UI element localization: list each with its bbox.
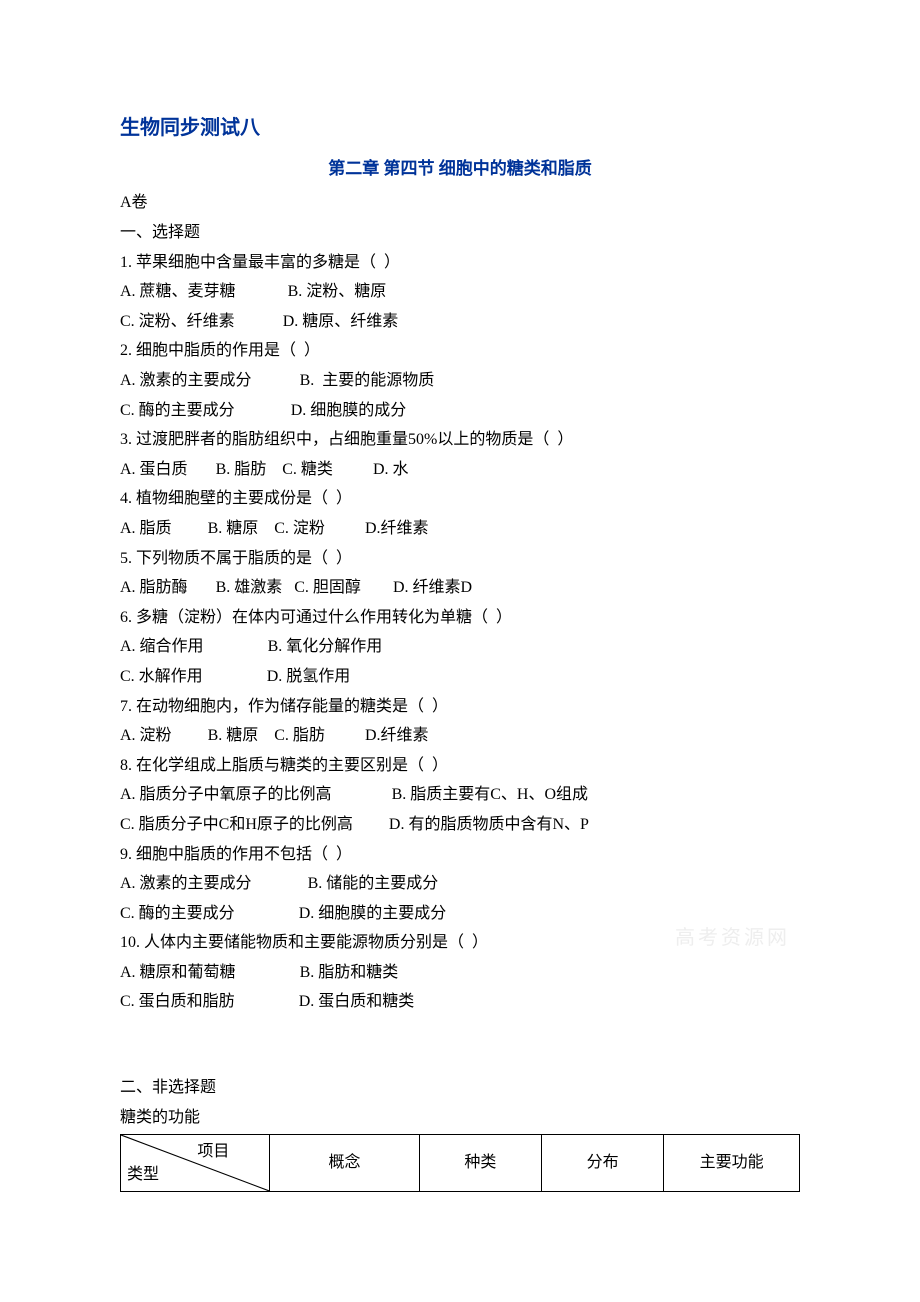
- q7-stem: 7. 在动物细胞内，作为储存能量的糖类是（ ）: [120, 692, 800, 722]
- sub-title: 第二章 第四节 细胞中的糖类和脂质: [120, 153, 800, 184]
- q1-b: B. 淀粉、糖原: [288, 283, 387, 300]
- q9-row2: C. 酶的主要成分 D. 细胞膜的主要成分: [120, 899, 800, 929]
- q5-b: B. 雄激素: [216, 579, 283, 596]
- q9-c: C. 酶的主要成分: [120, 905, 235, 922]
- q3-d: D. 水: [373, 461, 409, 478]
- q3-b: B. 脂肪: [216, 461, 267, 478]
- q8-a: A. 脂质分子中氧原子的比例高: [120, 786, 332, 803]
- q2-c: C. 酶的主要成分: [120, 402, 235, 419]
- q5-row: A. 脂肪酶 B. 雄激素 C. 胆固醇 D. 纤维素D: [120, 573, 800, 603]
- q1-d: D. 糖原、纤维素: [283, 313, 399, 330]
- q3-stem: 3. 过渡肥胖者的脂肪组织中，占细胞重量50%以上的物质是（ ）: [120, 425, 800, 455]
- q2-d: D. 细胞膜的成分: [291, 402, 407, 419]
- diagonal-header-cell: 项目 类型: [121, 1135, 270, 1192]
- q10-b: B. 脂肪和糖类: [300, 964, 399, 981]
- q8-row2: C. 脂质分子中C和H原子的比例高 D. 有的脂质物质中含有N、P: [120, 810, 800, 840]
- q5-c: C. 胆固醇: [294, 579, 361, 596]
- q5-stem: 5. 下列物质不属于脂质的是（ ）: [120, 544, 800, 574]
- q10-row1: A. 糖原和葡萄糖 B. 脂肪和糖类: [120, 958, 800, 988]
- q4-row: A. 脂质 B. 糖原 C. 淀粉 D.纤维素: [120, 514, 800, 544]
- q2-row2: C. 酶的主要成分 D. 细胞膜的成分: [120, 396, 800, 426]
- q8-stem: 8. 在化学组成上脂质与糖类的主要区别是（ ）: [120, 751, 800, 781]
- q10-a: A. 糖原和葡萄糖: [120, 964, 236, 981]
- th-concept: 概念: [270, 1135, 419, 1192]
- q8-b: B. 脂质主要有C、H、O组成: [392, 786, 588, 803]
- q6-c: C. 水解作用: [120, 668, 203, 685]
- section-2-sub: 糖类的功能: [120, 1103, 800, 1133]
- diag-top-label: 项目: [197, 1137, 229, 1167]
- th-distribution: 分布: [541, 1135, 663, 1192]
- q7-c: C. 脂肪: [274, 727, 325, 744]
- q5-a: A. 脂肪酶: [120, 579, 188, 596]
- q4-c: C. 淀粉: [274, 520, 325, 537]
- q7-a: A. 淀粉: [120, 727, 172, 744]
- q7-row: A. 淀粉 B. 糖原 C. 脂肪 D.纤维素: [120, 721, 800, 751]
- q8-c: C. 脂质分子中C和H原子的比例高: [120, 816, 353, 833]
- q10-stem: 10. 人体内主要储能物质和主要能源物质分别是（ ）: [120, 928, 800, 958]
- q9-d: D. 细胞膜的主要成分: [299, 905, 447, 922]
- section-2-heading: 二、非选择题: [120, 1073, 800, 1103]
- q2-a: A. 激素的主要成分: [120, 372, 252, 389]
- table-row: 项目 类型 概念 种类 分布 主要功能: [121, 1135, 800, 1192]
- q10-d: D. 蛋白质和糖类: [299, 993, 415, 1010]
- q4-b: B. 糖原: [208, 520, 259, 537]
- q10-c: C. 蛋白质和脂肪: [120, 993, 235, 1010]
- q2-b: B. 主要的能源物质: [300, 372, 435, 389]
- q1-row2: C. 淀粉、纤维素 D. 糖原、纤维素: [120, 307, 800, 337]
- q6-row1: A. 缩合作用 B. 氧化分解作用: [120, 632, 800, 662]
- q8-d: D. 有的脂质物质中含有N、P: [389, 816, 589, 833]
- q4-a: A. 脂质: [120, 520, 172, 537]
- q3-a: A. 蛋白质: [120, 461, 188, 478]
- paper-label: A卷: [120, 188, 800, 218]
- q4-stem: 4. 植物细胞壁的主要成份是（ ）: [120, 484, 800, 514]
- q8-row1: A. 脂质分子中氧原子的比例高 B. 脂质主要有C、H、O组成: [120, 780, 800, 810]
- q3-row: A. 蛋白质 B. 脂肪 C. 糖类 D. 水: [120, 455, 800, 485]
- q5-d: D. 纤维素D: [393, 579, 472, 596]
- q6-stem: 6. 多糖（淀粉）在体内可通过什么作用转化为单糖（ ）: [120, 603, 800, 633]
- q6-a: A. 缩合作用: [120, 638, 204, 655]
- q1-a: A. 蔗糖、麦芽糖: [120, 283, 236, 300]
- q2-stem: 2. 细胞中脂质的作用是（ ）: [120, 336, 800, 366]
- q9-row1: A. 激素的主要成分 B. 储能的主要成分: [120, 869, 800, 899]
- th-kinds: 种类: [419, 1135, 541, 1192]
- q1-c: C. 淀粉、纤维素: [120, 313, 235, 330]
- th-function: 主要功能: [664, 1135, 800, 1192]
- q10-row2: C. 蛋白质和脂肪 D. 蛋白质和糖类: [120, 987, 800, 1017]
- q4-d: D.纤维素: [365, 520, 429, 537]
- q6-d: D. 脱氢作用: [267, 668, 351, 685]
- q6-b: B. 氧化分解作用: [268, 638, 383, 655]
- section-1-heading: 一、选择题: [120, 218, 800, 248]
- q2-row1: A. 激素的主要成分 B. 主要的能源物质: [120, 366, 800, 396]
- main-title: 生物同步测试八: [120, 110, 800, 147]
- function-table: 项目 类型 概念 种类 分布 主要功能: [120, 1134, 800, 1192]
- q7-b: B. 糖原: [208, 727, 259, 744]
- q3-c: C. 糖类: [282, 461, 333, 478]
- q9-a: A. 激素的主要成分: [120, 875, 252, 892]
- q1-row1: A. 蔗糖、麦芽糖 B. 淀粉、糖原: [120, 277, 800, 307]
- q9-stem: 9. 细胞中脂质的作用不包括（ ）: [120, 840, 800, 870]
- q1-stem: 1. 苹果细胞中含量最丰富的多糖是（ ）: [120, 248, 800, 278]
- q6-row2: C. 水解作用 D. 脱氢作用: [120, 662, 800, 692]
- diag-bot-label: 类型: [127, 1160, 159, 1190]
- q7-d: D.纤维素: [365, 727, 429, 744]
- q9-b: B. 储能的主要成分: [308, 875, 439, 892]
